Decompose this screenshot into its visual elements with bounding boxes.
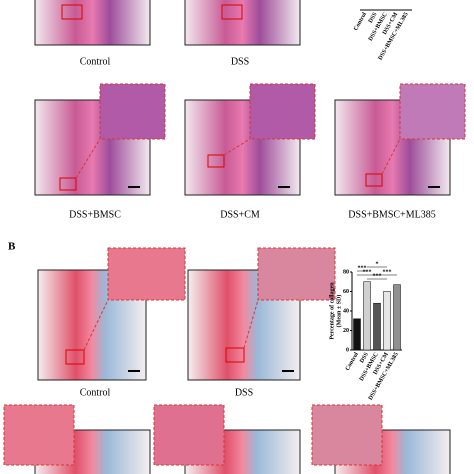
significance-label: ***: [363, 269, 372, 275]
panel-label: DSS+BMSC: [69, 209, 121, 220]
bar: [383, 291, 391, 351]
row2-images: [34, 83, 466, 196]
bar: [393, 284, 401, 351]
y-axis-label: (Mean ± SD): [335, 295, 342, 328]
x-tick-label: Control: [345, 351, 360, 372]
panel-label: DSS: [235, 387, 253, 398]
connector: [75, 138, 101, 179]
roi-box: [207, 154, 225, 168]
roi-box: [225, 347, 245, 363]
connector: [381, 138, 401, 175]
panel-label: DSS+BMSC+ML385: [348, 209, 435, 220]
y-tick-label: 0: [346, 347, 349, 353]
x-tick-label: Control: [353, 11, 368, 32]
roi-box: [65, 349, 85, 365]
scale-bar: [282, 370, 294, 372]
roi-box: [221, 4, 243, 20]
charts: Control DSSDSS+BMSCDSS+CMDSS+BMSC+ML38502…: [329, 9, 412, 401]
inset: [257, 247, 336, 301]
inset: [99, 83, 166, 140]
panel-label: Control: [80, 387, 111, 398]
connector: [223, 138, 251, 156]
scale-bar: [428, 186, 440, 188]
y-tick-label: 80: [343, 269, 349, 275]
scale-bar: [128, 370, 140, 372]
histology-image: [34, 0, 151, 46]
panel-label: Control: [80, 56, 111, 67]
panel-label: DSS: [231, 56, 249, 67]
inset: [311, 404, 383, 466]
connector: [243, 299, 259, 349]
scale-bar: [128, 186, 140, 188]
inset: [107, 247, 186, 301]
inset: [153, 404, 225, 466]
y-axis-label: Percentage of collagen: [329, 282, 335, 340]
y-tick-label: 60: [343, 289, 349, 295]
connector: [83, 299, 109, 351]
inset: [399, 83, 466, 140]
panel-label: DSS+CM: [220, 209, 260, 220]
significance-label: ***: [373, 273, 382, 279]
bar: [353, 318, 361, 351]
bar: [373, 302, 381, 351]
panel-letter: B: [8, 241, 16, 253]
roi-box: [59, 177, 77, 191]
inset: [249, 83, 316, 140]
y-tick-label: 40: [343, 308, 349, 314]
significance-label: ***: [358, 265, 367, 271]
significance-label: ***: [383, 269, 392, 275]
x-tick-label: DSS: [368, 11, 379, 24]
y-tick-label: 20: [343, 328, 349, 334]
scale-bar: [278, 186, 290, 188]
inset: [3, 404, 75, 466]
roi-box: [365, 173, 383, 187]
x-tick-label: DSS: [359, 351, 370, 364]
bar: [363, 281, 371, 351]
significance-label: *: [376, 261, 379, 267]
row4-images: [3, 404, 451, 474]
roi-box: [61, 4, 83, 20]
row3-images: [37, 247, 336, 381]
